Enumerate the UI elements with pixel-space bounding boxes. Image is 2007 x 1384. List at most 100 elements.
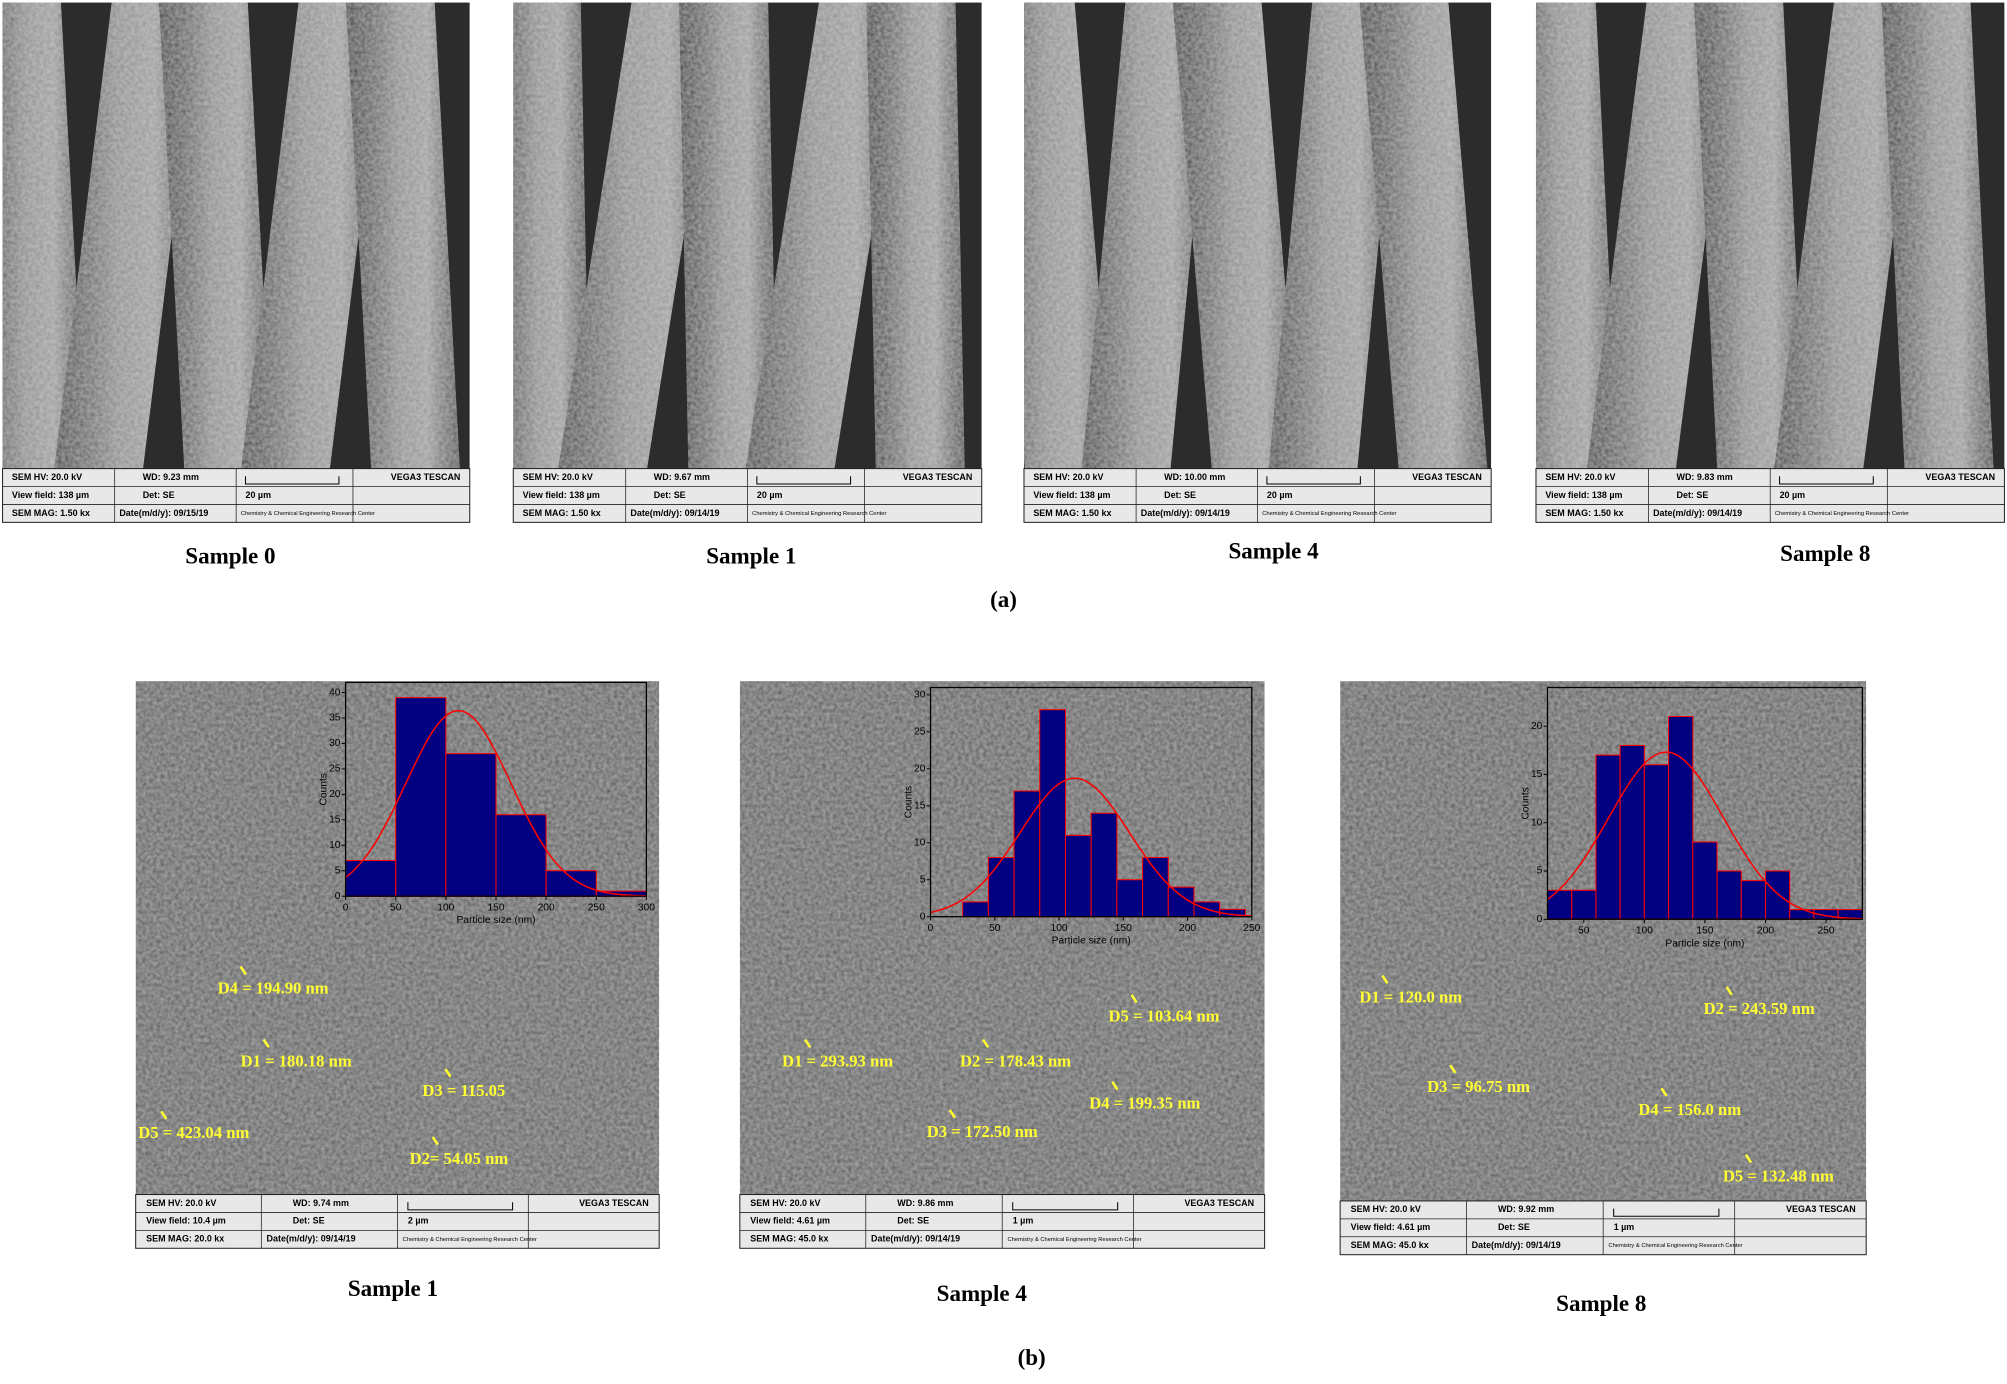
info-text: Chemistry & Chemical Engineering Researc… bbox=[1007, 1237, 1141, 1243]
info-text: Det: SE bbox=[1498, 1222, 1530, 1232]
scale-bar bbox=[407, 1202, 514, 1211]
scale-bar bbox=[756, 476, 852, 485]
x-tick-label: 200 bbox=[1179, 923, 1196, 934]
info-text: SEM MAG: 45.0 kx bbox=[750, 1234, 828, 1244]
info-text: WD: 9.67 mm bbox=[654, 472, 710, 482]
info-text: 20 µm bbox=[1267, 490, 1293, 500]
histogram-bar bbox=[1064, 834, 1092, 918]
y-tick-label: 35 bbox=[329, 713, 341, 724]
y-tick-label: 10 bbox=[1531, 817, 1543, 828]
y-tick-label: 25 bbox=[329, 764, 341, 775]
measure-mark bbox=[431, 1136, 439, 1146]
scale-bar bbox=[1779, 476, 1874, 485]
fiber bbox=[47, 2, 201, 523]
y-tick-label: 30 bbox=[914, 690, 926, 701]
info-text: 20 µm bbox=[1780, 490, 1806, 500]
annotation: D1 = 180.18 nm bbox=[241, 1051, 352, 1070]
info-text: SEM MAG: 1.50 kx bbox=[523, 508, 601, 518]
x-tick-label: 250 bbox=[588, 902, 605, 913]
histogram-bar bbox=[1595, 754, 1621, 920]
fiber bbox=[1076, 2, 1215, 523]
histogram-bar bbox=[1116, 879, 1144, 918]
info-text: View field: 4.61 µm bbox=[1351, 1222, 1431, 1232]
info-text: Det: SE bbox=[143, 490, 175, 500]
info-text: WD: 9.86 mm bbox=[897, 1198, 953, 1208]
x-tick-label: 100 bbox=[1636, 925, 1653, 936]
annotation: D4 = 156.0 nm bbox=[1638, 1100, 1741, 1119]
annotation: D1 = 120.0 nm bbox=[1359, 987, 1462, 1006]
x-tick-label: 50 bbox=[390, 902, 402, 913]
histogram-bar bbox=[987, 857, 1015, 918]
y-tick-label: 10 bbox=[329, 840, 341, 851]
fiber bbox=[1579, 2, 1736, 523]
fiber bbox=[549, 2, 721, 523]
histogram-bar bbox=[1142, 857, 1169, 918]
image-caption: Sample 1 bbox=[706, 542, 796, 568]
x-tick-label: 100 bbox=[1051, 923, 1068, 934]
info-text: Date(m/d/y): 09/14/19 bbox=[1653, 508, 1742, 518]
info-text: SEM HV: 20.0 kV bbox=[12, 472, 82, 482]
y-tick-label: 20 bbox=[329, 789, 341, 800]
y-tick-label: 5 bbox=[335, 865, 341, 876]
y-tick-label: 30 bbox=[329, 738, 341, 749]
y-tick-label: 0 bbox=[335, 891, 341, 902]
info-text: 2 µm bbox=[408, 1216, 429, 1226]
plot-frame bbox=[929, 686, 1253, 918]
info-text: VEGA3 TESCAN bbox=[1412, 472, 1482, 482]
annotation: D2= 54.05 nm bbox=[410, 1149, 509, 1168]
info-text: SEM MAG: 1.50 kx bbox=[12, 508, 90, 518]
info-text: WD: 9.23 mm bbox=[143, 472, 199, 482]
info-text: SEM MAG: 45.0 kx bbox=[1351, 1240, 1429, 1250]
info-text: Date(m/d/y): 09/14/19 bbox=[871, 1234, 960, 1244]
histogram-bar bbox=[395, 697, 447, 897]
y-axis-label: Counts bbox=[903, 786, 914, 818]
info-text: WD: 9.83 mm bbox=[1677, 472, 1733, 482]
histogram-bar bbox=[1789, 909, 1815, 920]
histogram-bar bbox=[1619, 744, 1645, 920]
x-tick-label: 50 bbox=[1578, 925, 1590, 936]
x-axis-label: Particle size (nm) bbox=[1665, 938, 1744, 949]
x-tick-label: 250 bbox=[1817, 925, 1834, 936]
panel-label: (b) bbox=[1018, 1344, 1046, 1370]
image-background bbox=[739, 681, 1265, 1249]
y-tick-label: 0 bbox=[1537, 914, 1543, 925]
info-text: VEGA3 TESCAN bbox=[1786, 1204, 1856, 1214]
info-text: Chemistry & Chemical Engineering Researc… bbox=[403, 1237, 537, 1243]
info-text: 1 µm bbox=[1614, 1222, 1635, 1232]
histogram-bar bbox=[1546, 889, 1573, 920]
histogram-bar bbox=[1716, 870, 1742, 920]
fit-curve bbox=[345, 709, 647, 897]
annotation: D1 = 293.93 nm bbox=[782, 1051, 893, 1070]
measure-mark bbox=[444, 1068, 452, 1078]
info-text: WD: 9.92 mm bbox=[1498, 1204, 1554, 1214]
annotation: D5 = 423.04 nm bbox=[138, 1123, 249, 1142]
info-text: Det: SE bbox=[654, 490, 686, 500]
fiber bbox=[1767, 2, 1923, 523]
info-text: SEM HV: 20.0 kV bbox=[523, 472, 593, 482]
sem-image bbox=[513, 2, 982, 523]
x-tick-label: 200 bbox=[1757, 925, 1774, 936]
histogram-bar bbox=[1643, 764, 1670, 920]
annotation: D2 = 243.59 nm bbox=[1704, 999, 1815, 1018]
info-text: Date(m/d/y): 09/14/19 bbox=[630, 508, 719, 518]
y-tick-label: 40 bbox=[329, 687, 341, 698]
histogram-bar bbox=[445, 753, 497, 897]
fiber bbox=[1881, 2, 1997, 523]
fiber bbox=[234, 2, 388, 523]
fiber bbox=[1263, 2, 1402, 523]
measure-mark bbox=[160, 1110, 168, 1120]
fiber bbox=[736, 2, 908, 523]
info-text: SEM HV: 20.0 kV bbox=[750, 1198, 820, 1208]
annotation: D4 = 194.90 nm bbox=[218, 978, 329, 997]
info-text: Det: SE bbox=[1677, 490, 1709, 500]
info-text: VEGA3 TESCAN bbox=[1184, 1198, 1254, 1208]
fit-curve bbox=[1547, 751, 1863, 920]
fiber bbox=[1359, 2, 1492, 523]
sem-image bbox=[1535, 2, 2005, 523]
info-text: Chemistry & Chemical Engineering Researc… bbox=[1262, 511, 1396, 517]
info-text: SEM MAG: 1.50 kx bbox=[1545, 508, 1623, 518]
fiber bbox=[679, 2, 779, 523]
info-text: View field: 138 µm bbox=[12, 490, 89, 500]
measure-mark bbox=[1725, 986, 1733, 996]
